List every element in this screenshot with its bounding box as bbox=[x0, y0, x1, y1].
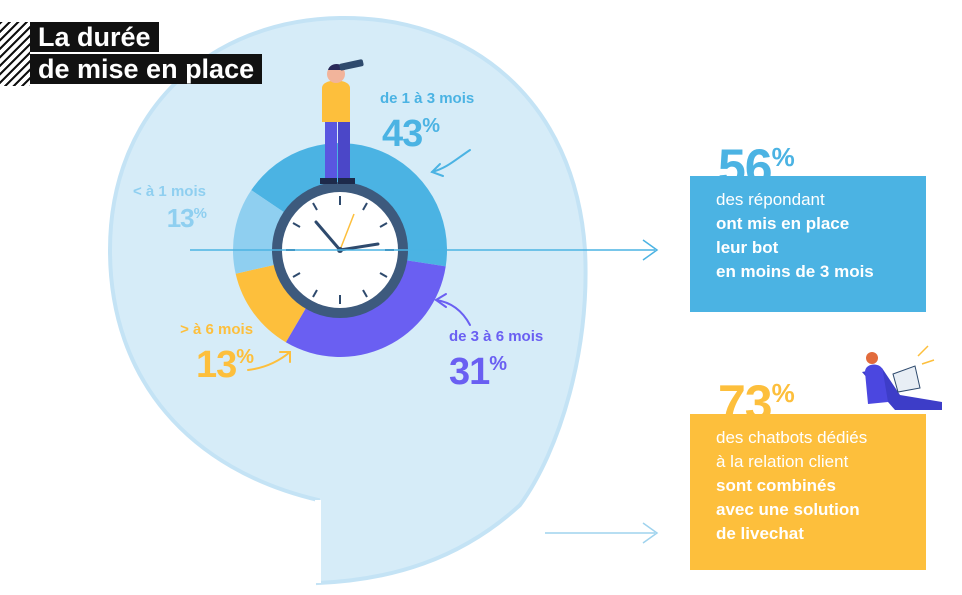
segment-name: de 1 à 3 mois bbox=[380, 90, 475, 107]
stat-text: sont combinés bbox=[716, 476, 836, 495]
segment-value: 43% bbox=[382, 113, 440, 155]
stat-text: leur bot bbox=[716, 238, 779, 257]
donut-slice-1 bbox=[285, 260, 446, 358]
hatch-decoration bbox=[0, 22, 30, 86]
stat-text: des répondant bbox=[716, 190, 825, 209]
stat-text: avec une solution bbox=[716, 500, 860, 519]
arrow-right-icon bbox=[545, 522, 659, 544]
segment-label-3-6-months: de 3 à 6 mois 31% bbox=[449, 328, 543, 391]
stat-text: de livechat bbox=[716, 524, 804, 543]
person-with-telescope-icon bbox=[320, 59, 364, 184]
title-line-1: La durée bbox=[30, 22, 159, 52]
stat-73-box: des chatbots dédiés à la relation client… bbox=[690, 414, 926, 570]
segment-value: 13% bbox=[196, 344, 254, 386]
stat-56-box: des répondant ont mis en place leur bot … bbox=[690, 176, 926, 312]
stat-text: ont mis en place bbox=[716, 214, 850, 233]
stat-text: à la relation client bbox=[716, 452, 849, 471]
arrow-right-icon bbox=[190, 239, 659, 261]
segment-label-1-3-months: de 1 à 3 mois 43% bbox=[380, 90, 474, 153]
segment-name: > à 6 mois bbox=[180, 321, 254, 338]
curved-arrow-icon bbox=[247, 149, 471, 371]
donut-slice-2 bbox=[235, 264, 307, 343]
segment-label-under-1-month: < à 1 mois 13% bbox=[133, 183, 207, 233]
segment-name: de 3 à 6 mois bbox=[449, 328, 544, 345]
person-with-laptop-icon bbox=[862, 345, 942, 410]
segment-value: 31% bbox=[449, 351, 507, 393]
title-line-2: de mise en place bbox=[30, 54, 263, 84]
segment-label-over-6-months: > à 6 mois 13% bbox=[164, 321, 254, 386]
donut-slice-0 bbox=[251, 142, 447, 267]
stat-text: des chatbots dédiés bbox=[716, 428, 868, 447]
segment-name: < à 1 mois bbox=[133, 183, 206, 200]
segment-value: 13% bbox=[166, 203, 207, 233]
donut-chart bbox=[232, 142, 447, 358]
stat-text: en moins de 3 mois bbox=[716, 262, 874, 281]
